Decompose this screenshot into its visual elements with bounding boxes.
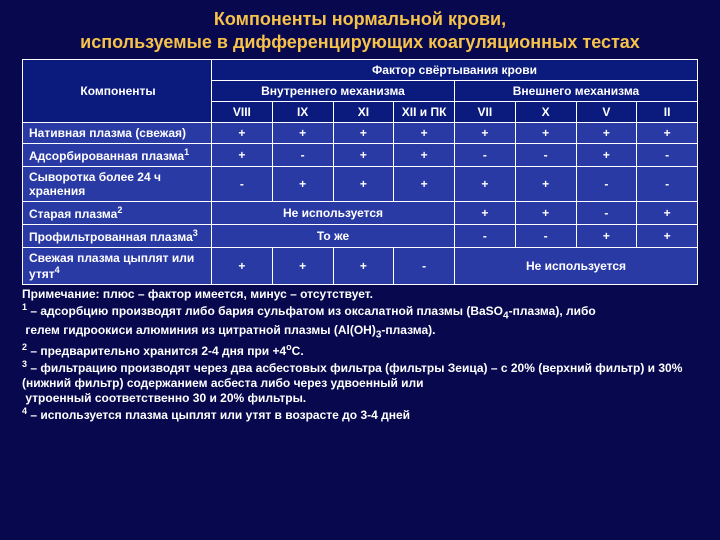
table-cell: - xyxy=(637,167,698,202)
footnote-line: 1 – адсорбцию производят либо бария суль… xyxy=(22,302,698,323)
table-cell: + xyxy=(272,248,333,285)
table-cell: - xyxy=(455,225,516,248)
table-row: Нативная плазма (свежая)++++++++ xyxy=(23,123,698,144)
table-cell: + xyxy=(212,123,273,144)
footnote-line: 3 – фильтрацию производят через два асбе… xyxy=(22,359,698,391)
table-cell: + xyxy=(333,167,394,202)
table-cell: + xyxy=(455,202,516,225)
table-cell: + xyxy=(272,123,333,144)
table-cell: + xyxy=(637,225,698,248)
row-label: Профильтрованная плазма3 xyxy=(23,225,212,248)
table-cell: + xyxy=(212,248,273,285)
table-cell: - xyxy=(212,167,273,202)
table-cell: + xyxy=(637,202,698,225)
table-cell: - xyxy=(394,248,455,285)
coagulation-table: Компоненты Фактор свёртывания крови Внут… xyxy=(22,59,698,285)
footnote-line: 2 – предварительно хранится 2-4 дня при … xyxy=(22,342,698,359)
header-factor-col: XII и ПК xyxy=(394,102,455,123)
header-factor-col: II xyxy=(637,102,698,123)
table-cell: + xyxy=(576,225,637,248)
slide: Компоненты нормальной крови, используемы… xyxy=(0,0,720,540)
table-row: Старая плазма2Не используется++-+ xyxy=(23,202,698,225)
table-cell: Не используется xyxy=(212,202,455,225)
header-factor-col: X xyxy=(515,102,576,123)
footnotes: Примечание: плюс – фактор имеется, минус… xyxy=(22,287,698,423)
table-cell: - xyxy=(576,167,637,202)
table-row: Профильтрованная плазма3То же--++ xyxy=(23,225,698,248)
table-cell: + xyxy=(394,144,455,167)
footnote-line: 4 – используется плазма цыплят или утят … xyxy=(22,406,698,423)
row-label: Сыворотка более 24 ч хранения xyxy=(23,167,212,202)
table-cell: + xyxy=(455,167,516,202)
row-label: Старая плазма2 xyxy=(23,202,212,225)
title-line2: используемые в дифференцирующих коагуляц… xyxy=(80,32,640,52)
header-factor-col: VII xyxy=(455,102,516,123)
header-factor-col: V xyxy=(576,102,637,123)
table-cell: + xyxy=(333,144,394,167)
table-cell: То же xyxy=(212,225,455,248)
table-cell: + xyxy=(394,167,455,202)
table-cell: + xyxy=(212,144,273,167)
table-row: Свежая плазма цыплят или утят4+++-Не исп… xyxy=(23,248,698,285)
slide-title: Компоненты нормальной крови, используемы… xyxy=(22,8,698,53)
table-cell: + xyxy=(576,123,637,144)
table-cell: - xyxy=(515,225,576,248)
table-cell: + xyxy=(333,123,394,144)
footnote-line: утроенный соответственно 30 и 20% фильтр… xyxy=(22,391,698,406)
table-cell: - xyxy=(576,202,637,225)
header-factor-col: VIII xyxy=(212,102,273,123)
footnote-line: гелем гидроокиси алюминия из цитратной п… xyxy=(22,323,698,342)
row-label: Свежая плазма цыплят или утят4 xyxy=(23,248,212,285)
title-line1: Компоненты нормальной крови, xyxy=(214,9,506,29)
header-components: Компоненты xyxy=(23,60,212,123)
table-row: Адсорбированная плазма1+-++--+- xyxy=(23,144,698,167)
table-cell: + xyxy=(333,248,394,285)
table-cell: + xyxy=(515,202,576,225)
table-body: Нативная плазма (свежая)++++++++Адсорбир… xyxy=(23,123,698,285)
table-cell: + xyxy=(515,123,576,144)
table-cell: - xyxy=(455,144,516,167)
header-extrinsic: Внешнего механизма xyxy=(455,81,698,102)
footnote-line: Примечание: плюс – фактор имеется, минус… xyxy=(22,287,698,302)
table-cell: + xyxy=(515,167,576,202)
header-factor-col: IX xyxy=(272,102,333,123)
table-cell: + xyxy=(637,123,698,144)
table-cell: + xyxy=(576,144,637,167)
table-cell: - xyxy=(272,144,333,167)
table-cell: + xyxy=(394,123,455,144)
row-label: Нативная плазма (свежая) xyxy=(23,123,212,144)
table-header: Компоненты Фактор свёртывания крови Внут… xyxy=(23,60,698,123)
header-factor-col: XI xyxy=(333,102,394,123)
header-intrinsic: Внутреннего механизма xyxy=(212,81,455,102)
table-cell: Не используется xyxy=(455,248,698,285)
table-cell: - xyxy=(637,144,698,167)
table-cell: - xyxy=(515,144,576,167)
table-cell: + xyxy=(272,167,333,202)
table-row: Сыворотка более 24 ч хранения-+++++-- xyxy=(23,167,698,202)
header-main: Фактор свёртывания крови xyxy=(212,60,698,81)
row-label: Адсорбированная плазма1 xyxy=(23,144,212,167)
table-cell: + xyxy=(455,123,516,144)
